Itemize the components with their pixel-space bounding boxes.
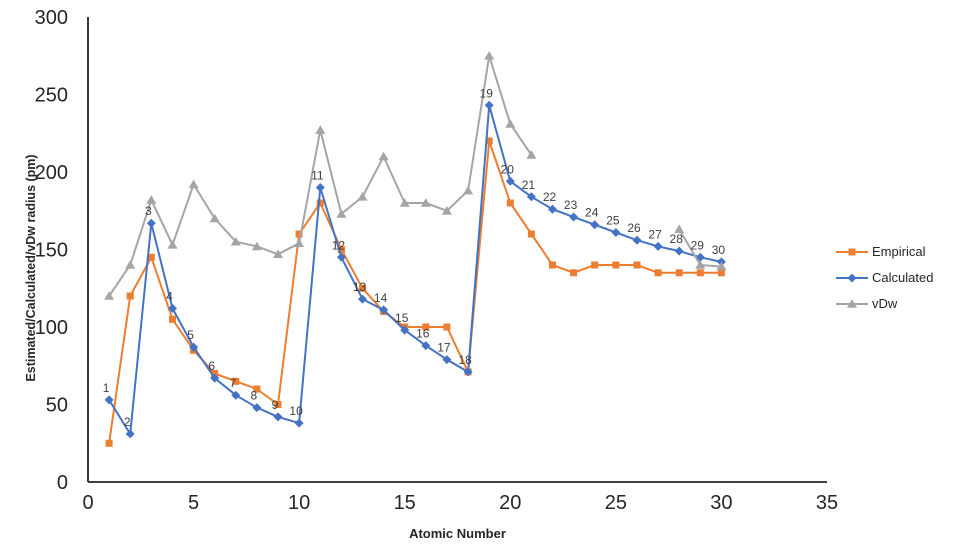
svg-text:11: 11	[311, 169, 324, 183]
legend-item-calculated: Calculated	[836, 270, 933, 286]
svg-text:200: 200	[35, 162, 68, 184]
y-axis-title: Estimated/Calculated/vDw radius (pm)	[24, 154, 38, 382]
svg-text:12: 12	[332, 238, 346, 252]
svg-text:25: 25	[606, 214, 620, 228]
svg-text:100: 100	[35, 317, 68, 339]
svg-text:15: 15	[394, 492, 416, 514]
svg-text:7: 7	[229, 376, 236, 390]
series-line-empirical	[108, 140, 722, 444]
svg-text:0: 0	[82, 492, 93, 514]
legend-item-empirical: Empirical	[836, 244, 933, 260]
svg-text:150: 150	[35, 240, 68, 262]
svg-text:5: 5	[188, 492, 199, 514]
series-line-vdw	[108, 54, 722, 297]
svg-text:4: 4	[166, 289, 173, 303]
svg-text:5: 5	[187, 328, 194, 342]
legend-marker-square-icon	[836, 248, 868, 256]
svg-text:27: 27	[648, 227, 662, 241]
svg-text:2: 2	[124, 415, 131, 429]
svg-text:30: 30	[710, 492, 732, 514]
svg-text:26: 26	[627, 221, 641, 235]
svg-text:21: 21	[522, 178, 536, 192]
legend-label-calculated: Calculated	[872, 270, 934, 285]
svg-text:10: 10	[288, 492, 310, 514]
legend-label-empirical: Empirical	[872, 244, 926, 259]
legend: Empirical Calculated vDw	[836, 244, 933, 312]
series-markers-empirical	[105, 137, 725, 447]
legend-label-vdw: vDw	[872, 296, 898, 311]
series-markers-vdw	[104, 51, 727, 300]
series-markers-calculated	[104, 100, 726, 439]
svg-text:8: 8	[251, 389, 258, 403]
legend-marker-triangle-icon	[836, 299, 868, 308]
svg-text:3: 3	[145, 204, 152, 218]
series-line-calculated	[108, 104, 722, 435]
svg-text:22: 22	[543, 190, 557, 204]
svg-text:35: 35	[816, 492, 838, 514]
y-axis: 0 50 100 150 200 250 300	[35, 7, 89, 494]
svg-text:50: 50	[46, 395, 68, 417]
svg-text:13: 13	[353, 280, 367, 294]
svg-text:20: 20	[501, 162, 515, 176]
svg-text:30: 30	[712, 243, 726, 257]
x-axis: 0 5 10 15 20 25 30 35	[82, 481, 838, 514]
svg-text:19: 19	[480, 86, 494, 100]
svg-text:300: 300	[35, 7, 68, 29]
svg-text:23: 23	[564, 198, 578, 212]
svg-text:29: 29	[691, 238, 705, 252]
legend-marker-diamond-icon	[836, 273, 868, 283]
svg-text:20: 20	[499, 492, 521, 514]
svg-text:250: 250	[35, 85, 68, 107]
svg-text:1: 1	[103, 381, 110, 395]
svg-text:28: 28	[670, 232, 684, 246]
legend-item-vdw: vDw	[836, 296, 933, 312]
svg-text:16: 16	[416, 327, 430, 341]
x-axis-title: Atomic Number	[409, 526, 506, 541]
svg-text:0: 0	[57, 472, 68, 494]
svg-text:24: 24	[585, 206, 599, 220]
svg-text:6: 6	[208, 359, 215, 373]
svg-text:18: 18	[458, 353, 472, 367]
svg-text:17: 17	[437, 341, 451, 355]
svg-text:15: 15	[395, 311, 409, 325]
svg-text:25: 25	[605, 492, 627, 514]
svg-text:9: 9	[272, 398, 279, 412]
svg-text:14: 14	[374, 291, 388, 305]
svg-text:10: 10	[289, 404, 303, 418]
